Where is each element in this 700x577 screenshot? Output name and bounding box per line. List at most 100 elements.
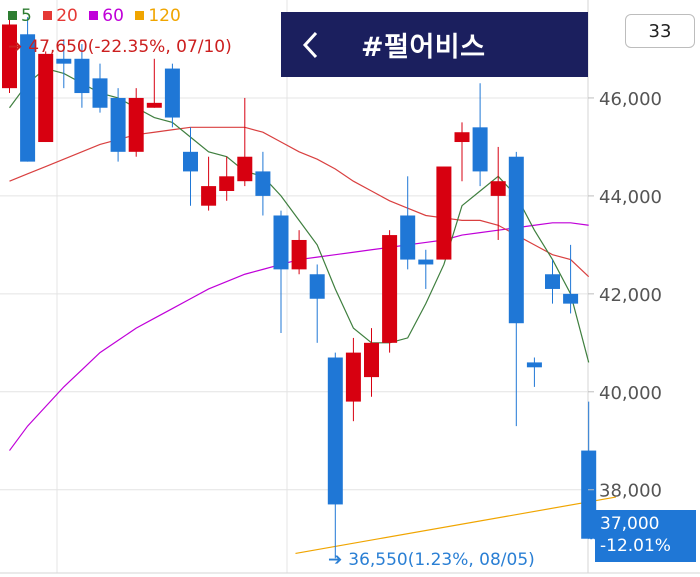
candle-body [472, 127, 488, 172]
candle [164, 63, 180, 128]
candle-body [164, 68, 180, 118]
current-price: 37,000 [600, 514, 660, 534]
candle-body [581, 450, 597, 539]
current-change: -12.01% [600, 536, 671, 556]
ma20-line [9, 126, 590, 278]
candle [38, 51, 54, 143]
candle [508, 151, 524, 427]
candle-body [56, 58, 72, 64]
candle-body [327, 357, 343, 505]
candle-body [273, 215, 289, 270]
low-price-annotation: ➔ 36,550(1.23%, 08/05) [328, 550, 535, 570]
y-tick-label: 46,000 [599, 89, 662, 110]
ma-legend: 5 20 60 120 [8, 6, 187, 26]
candle-body [255, 171, 271, 196]
legend-ma60: 60 [89, 6, 124, 26]
current-price-label: 37,000 -12.01% [595, 510, 696, 562]
candle [201, 156, 217, 211]
candle [581, 401, 597, 539]
candle-body [146, 102, 162, 108]
candle [472, 83, 488, 187]
high-price-text: 47,650(-22.35%, 07/10) [28, 37, 232, 57]
candle-body [526, 362, 542, 368]
arrow-right-icon: ➔ [328, 550, 343, 570]
candle [110, 88, 126, 162]
ma5-line [9, 67, 590, 363]
candle-body [74, 58, 90, 94]
candle-body [309, 274, 325, 299]
candle-body [237, 156, 253, 182]
candle-body [400, 215, 416, 260]
candle-body [345, 352, 361, 402]
candle-body [38, 53, 54, 143]
candle [219, 156, 235, 201]
legend-ma20: 20 [43, 6, 78, 26]
candle [345, 337, 361, 422]
candle [526, 357, 542, 387]
candle-body [436, 166, 452, 260]
stock-title: #펄어비스 [361, 32, 486, 63]
candle-body [563, 293, 579, 304]
candles [2, 17, 597, 559]
high-price-annotation: ➔ 47,650(-22.35%, 07/10) [8, 37, 232, 57]
arrow-right-icon: ➔ [8, 37, 23, 57]
candle [382, 230, 398, 353]
candle [74, 44, 90, 108]
candle-body [454, 132, 470, 143]
candle [436, 166, 452, 260]
candle [56, 39, 72, 89]
candle-body [291, 239, 307, 270]
candle [237, 97, 253, 187]
candle-body [201, 186, 217, 206]
candle [255, 151, 271, 216]
candle [273, 210, 289, 334]
candle-body [545, 274, 560, 289]
candle-body [128, 97, 144, 152]
candle [563, 244, 579, 314]
candle-body [183, 151, 198, 172]
candle-body [490, 181, 506, 196]
candle [128, 88, 144, 157]
back-button[interactable] [281, 12, 341, 77]
candle-body [219, 176, 235, 191]
y-tick-label: 38,000 [599, 481, 662, 502]
candle [146, 58, 162, 108]
candle-body [364, 342, 379, 378]
candle-body [382, 235, 398, 343]
ma120-line [295, 496, 616, 555]
candle [545, 259, 560, 304]
candle [309, 264, 325, 343]
candle [364, 328, 379, 397]
candle-body [418, 259, 434, 265]
legend-ma60-label: 60 [102, 6, 124, 26]
candle [2, 19, 17, 94]
y-tick-label: 44,000 [599, 187, 662, 208]
candle [454, 122, 470, 182]
candle [183, 127, 198, 206]
candle [92, 63, 108, 113]
candle-body [92, 78, 108, 108]
legend-ma5-label: 5 [21, 6, 32, 26]
y-tick-label: 42,000 [599, 285, 662, 306]
candle [490, 146, 506, 240]
legend-ma20-label: 20 [56, 6, 78, 26]
candle [418, 249, 434, 289]
candle-body [508, 156, 524, 324]
legend-ma5: 5 [8, 6, 32, 26]
y-tick-label: 40,000 [599, 383, 662, 404]
candle-body [20, 34, 36, 162]
legend-ma120-label: 120 [148, 6, 181, 26]
candle [291, 230, 307, 275]
candle-body [110, 97, 126, 152]
legend-ma120: 120 [135, 6, 181, 26]
candle [20, 17, 36, 162]
title-bar: #펄어비스 [281, 12, 588, 77]
moving-averages [9, 67, 616, 555]
candle [327, 352, 343, 559]
low-price-text: 36,550(1.23%, 08/05) [348, 550, 535, 570]
price-axis: 46,000 44,000 42,000 40,000 38,000 [588, 89, 662, 502]
candle [400, 176, 416, 270]
count-badge[interactable]: 33 [625, 14, 695, 48]
candle-body [2, 24, 17, 89]
